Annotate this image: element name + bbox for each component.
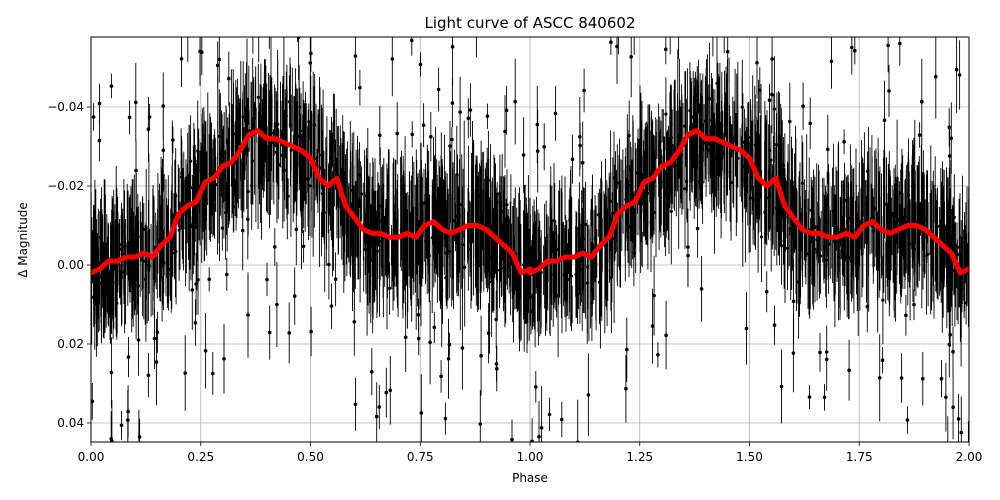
x-tick-label: 1.75 <box>846 450 873 464</box>
x-tick-label: 1.00 <box>517 450 544 464</box>
x-tick-label: 0.75 <box>407 450 434 464</box>
x-tick-label: 1.25 <box>626 450 653 464</box>
x-tick-label: 0.50 <box>297 450 324 464</box>
x-tick-label: 1.50 <box>736 450 763 464</box>
x-tick-label: 2.00 <box>956 450 983 464</box>
binned-curve <box>91 128 969 276</box>
y-tick-label: −0.02 <box>47 179 84 193</box>
y-axis-ticks: −0.04 −0.02 0.00 0.02 0.04 <box>47 100 91 430</box>
x-axis-label: Phase <box>512 471 548 485</box>
y-tick-label: −0.04 <box>47 100 84 114</box>
x-axis-ticks: 0.00 0.25 0.50 0.75 1.00 1.25 1.50 1.75 2.00 <box>78 442 983 464</box>
y-axis-label: Δ Magnitude <box>16 202 30 278</box>
y-tick-label: 0.00 <box>57 258 84 272</box>
y-tick-label: 0.02 <box>57 337 84 351</box>
x-tick-label: 0.00 <box>78 450 105 464</box>
chart-title: Light curve of ASCC 840602 <box>425 14 636 32</box>
y-tick-label: 0.04 <box>57 416 84 430</box>
x-tick-label: 0.25 <box>187 450 214 464</box>
